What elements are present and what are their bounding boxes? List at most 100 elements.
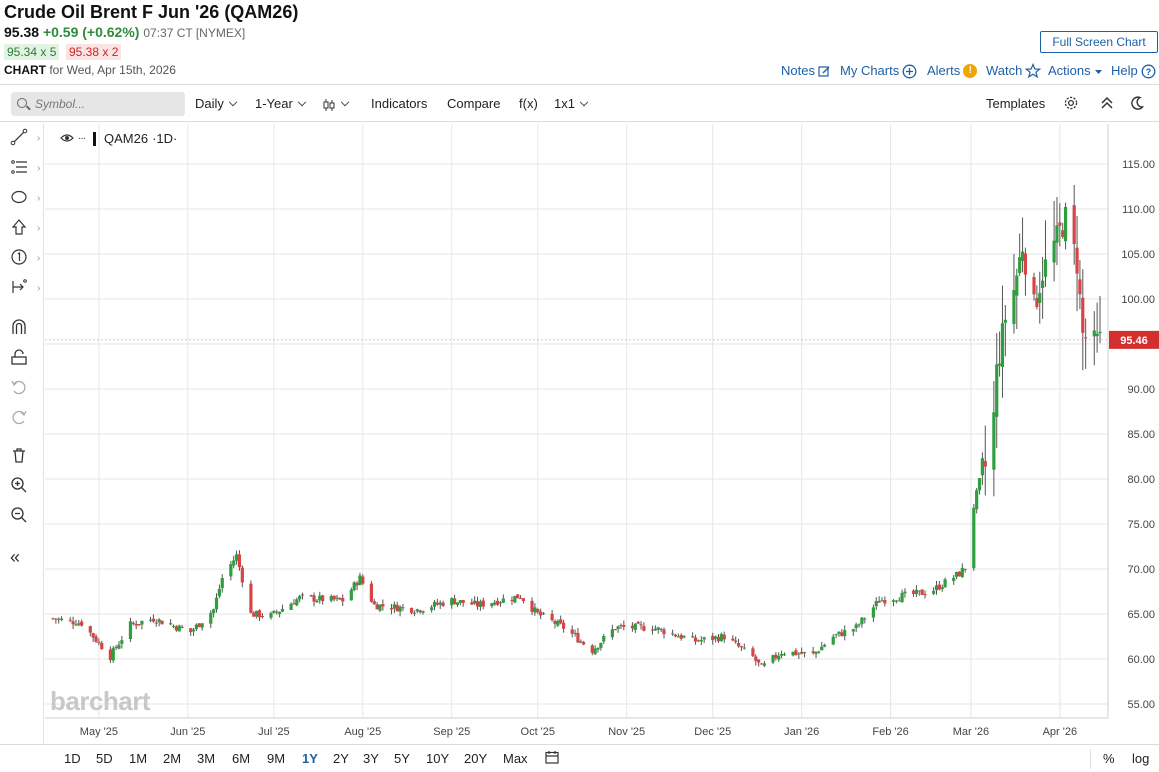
chart-label: CHART	[4, 63, 46, 77]
candle-down	[174, 626, 178, 631]
candle-down	[409, 608, 414, 613]
candle-up	[272, 610, 276, 613]
candle-up	[616, 626, 620, 630]
range-1d[interactable]: 1D	[64, 751, 81, 766]
watch-link[interactable]: Watch	[986, 62, 1042, 80]
candle-up	[894, 600, 898, 602]
delete-drawings-button[interactable]	[10, 446, 36, 468]
candle-up	[392, 604, 396, 609]
candle-up	[593, 648, 597, 655]
candle-up	[874, 601, 878, 607]
candle-up	[676, 636, 680, 638]
candle-up	[960, 567, 964, 578]
full-screen-chart-button[interactable]: Full Screen Chart	[1040, 31, 1158, 53]
templates-button[interactable]: Templates	[986, 96, 1046, 111]
trendline-tool[interactable]: ›	[10, 128, 40, 150]
candle-up	[295, 599, 299, 606]
range-2y[interactable]: 2Y	[333, 751, 349, 766]
candle-up	[177, 625, 181, 632]
measure-tool[interactable]: ›	[10, 278, 40, 300]
range-5d[interactable]: 5D	[96, 751, 113, 766]
candle-up	[670, 633, 675, 635]
calendar-button[interactable]	[545, 750, 559, 768]
range-3m[interactable]: 3M	[197, 751, 216, 766]
chart-type-dropdown[interactable]	[322, 96, 350, 112]
zoom-in-button[interactable]	[10, 476, 36, 498]
candle-down	[590, 645, 594, 653]
watch-label: Watch	[986, 63, 1023, 78]
header-divider	[0, 84, 1159, 85]
candle-down	[338, 597, 342, 600]
candle-up	[782, 654, 787, 656]
shapes-tool[interactable]: ›	[10, 188, 40, 210]
candle-down	[355, 582, 359, 586]
arrow-tool[interactable]: ›	[10, 218, 40, 240]
my-charts-link[interactable]: My Charts	[840, 62, 917, 80]
candle-up	[719, 634, 723, 642]
candle-down	[475, 601, 480, 607]
candle-down	[260, 616, 264, 618]
range-2m[interactable]: 2M	[163, 751, 182, 766]
x-tick-label: Mar '26	[953, 726, 989, 738]
candle-up	[329, 596, 333, 601]
percent-scale-toggle[interactable]: %	[1103, 751, 1115, 766]
candle-down	[510, 600, 514, 602]
candle-up	[209, 612, 213, 624]
y-tick-label: 55.00	[1127, 699, 1155, 711]
undo-button[interactable]	[10, 378, 36, 400]
more-dots-icon[interactable]: ···	[78, 133, 86, 144]
price-chart[interactable]: 55.00 60.00 65.00 70.00 75.00 80.00 85.00 90.00…	[45, 124, 1159, 744]
candle-up	[880, 600, 884, 602]
range-1y[interactable]: 1Y	[302, 751, 318, 766]
range-1m[interactable]: 1M	[129, 751, 148, 766]
dark-mode-toggle[interactable]	[1129, 95, 1145, 115]
candle-down	[470, 602, 474, 605]
candle-up	[349, 589, 353, 601]
range-max[interactable]: Max	[503, 751, 528, 766]
x-tick-label: Aug '25	[344, 726, 381, 738]
compare-button[interactable]: Compare	[447, 96, 501, 111]
indicators-button[interactable]: Indicators	[371, 96, 428, 111]
collapse-tools-button[interactable]: «	[10, 546, 36, 568]
help-label: Help	[1111, 63, 1138, 78]
range-9m[interactable]: 9M	[267, 751, 286, 766]
help-link[interactable]: Help ?	[1111, 62, 1156, 80]
log-scale-toggle[interactable]: log	[1132, 751, 1150, 766]
candle-up	[1020, 251, 1025, 261]
ask-size: 95.38 x 2	[66, 44, 122, 60]
range-10y[interactable]: 10Y	[426, 751, 450, 766]
candle-up	[797, 653, 801, 655]
candle-up	[60, 618, 64, 621]
lock-tool[interactable]	[10, 348, 36, 370]
y-tick-label: 115.00	[1122, 159, 1155, 171]
y-tick-label: 65.00	[1127, 609, 1155, 621]
range-6m[interactable]: 6M	[232, 751, 251, 766]
redo-button[interactable]	[10, 408, 36, 430]
magnet-tool[interactable]	[10, 318, 36, 340]
period-dropdown[interactable]: 1-Year	[255, 96, 307, 112]
interval-dropdown[interactable]: Daily	[195, 96, 238, 112]
candle-down	[739, 646, 744, 648]
symbol-search-input[interactable]: Symbol...	[11, 92, 185, 116]
candle-up	[450, 598, 454, 606]
layout-dropdown[interactable]: 1x1	[554, 96, 589, 112]
candle-down	[530, 600, 534, 612]
actions-menu[interactable]: Actions	[1048, 62, 1103, 80]
annotation-tool[interactable]: ›	[10, 248, 40, 270]
candle-up	[954, 572, 959, 577]
range-3y[interactable]: 3Y	[363, 751, 379, 766]
notes-link[interactable]: Notes	[781, 62, 831, 80]
zoom-out-button[interactable]	[10, 506, 36, 528]
collapse-up-button[interactable]	[1100, 95, 1114, 115]
candle-up	[212, 609, 216, 614]
fib-tool[interactable]: ›	[10, 158, 40, 180]
candle-down	[452, 598, 457, 605]
range-5y[interactable]: 5Y	[394, 751, 410, 766]
function-button[interactable]: f(x)	[519, 96, 538, 111]
candle-up	[1015, 275, 1019, 296]
candle-up	[863, 618, 867, 620]
range-20y[interactable]: 20Y	[464, 751, 488, 766]
eye-icon[interactable]	[60, 132, 74, 146]
alerts-link[interactable]: Alerts !	[927, 62, 978, 80]
settings-button[interactable]	[1063, 95, 1079, 115]
